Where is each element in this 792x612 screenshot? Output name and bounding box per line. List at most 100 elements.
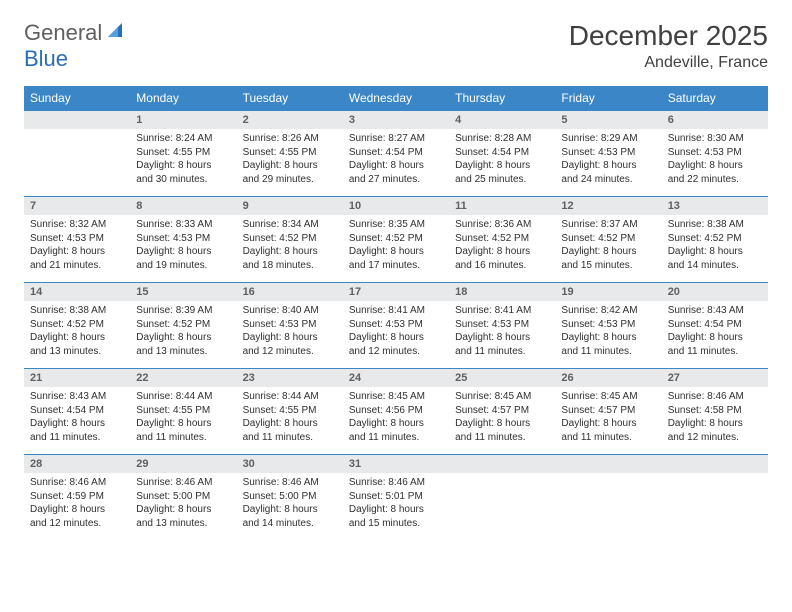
day-number: 6 (662, 111, 768, 129)
day-details: Sunrise: 8:40 AMSunset: 4:53 PMDaylight:… (237, 301, 343, 364)
weekday-header: Thursday (449, 86, 555, 111)
day-details: Sunrise: 8:45 AMSunset: 4:57 PMDaylight:… (555, 387, 661, 450)
logo-text-general: General (24, 20, 102, 46)
day-number: 19 (555, 283, 661, 301)
day-number: 11 (449, 197, 555, 215)
day-details: Sunrise: 8:44 AMSunset: 4:55 PMDaylight:… (237, 387, 343, 450)
day-details: Sunrise: 8:34 AMSunset: 4:52 PMDaylight:… (237, 215, 343, 278)
day-number (662, 455, 768, 473)
day-number: 15 (130, 283, 236, 301)
calendar-cell: 24Sunrise: 8:45 AMSunset: 4:56 PMDayligh… (343, 369, 449, 455)
calendar-cell: 20Sunrise: 8:43 AMSunset: 4:54 PMDayligh… (662, 283, 768, 369)
calendar-cell: 14Sunrise: 8:38 AMSunset: 4:52 PMDayligh… (24, 283, 130, 369)
calendar-cell: 13Sunrise: 8:38 AMSunset: 4:52 PMDayligh… (662, 197, 768, 283)
day-number: 12 (555, 197, 661, 215)
day-number: 9 (237, 197, 343, 215)
weekday-header: Monday (130, 86, 236, 111)
day-number: 21 (24, 369, 130, 387)
calendar-cell (24, 111, 130, 197)
weekday-header: Sunday (24, 86, 130, 111)
calendar-cell: 30Sunrise: 8:46 AMSunset: 5:00 PMDayligh… (237, 455, 343, 541)
day-number: 25 (449, 369, 555, 387)
calendar-cell: 12Sunrise: 8:37 AMSunset: 4:52 PMDayligh… (555, 197, 661, 283)
day-details: Sunrise: 8:41 AMSunset: 4:53 PMDaylight:… (343, 301, 449, 364)
day-details: Sunrise: 8:30 AMSunset: 4:53 PMDaylight:… (662, 129, 768, 192)
calendar-body: 1Sunrise: 8:24 AMSunset: 4:55 PMDaylight… (24, 111, 768, 541)
day-details: Sunrise: 8:46 AMSunset: 5:00 PMDaylight:… (237, 473, 343, 536)
month-title: December 2025 (569, 20, 768, 52)
logo-text-blue: Blue (24, 46, 68, 72)
calendar-row: 21Sunrise: 8:43 AMSunset: 4:54 PMDayligh… (24, 369, 768, 455)
day-number: 20 (662, 283, 768, 301)
logo: General (24, 20, 128, 46)
day-number: 27 (662, 369, 768, 387)
day-details: Sunrise: 8:43 AMSunset: 4:54 PMDaylight:… (662, 301, 768, 364)
location: Andeville, France (569, 54, 768, 72)
day-details: Sunrise: 8:33 AMSunset: 4:53 PMDaylight:… (130, 215, 236, 278)
calendar-row: 1Sunrise: 8:24 AMSunset: 4:55 PMDaylight… (24, 111, 768, 197)
calendar-cell: 4Sunrise: 8:28 AMSunset: 4:54 PMDaylight… (449, 111, 555, 197)
day-number: 22 (130, 369, 236, 387)
day-number: 5 (555, 111, 661, 129)
calendar-cell: 8Sunrise: 8:33 AMSunset: 4:53 PMDaylight… (130, 197, 236, 283)
day-number: 31 (343, 455, 449, 473)
day-number (449, 455, 555, 473)
calendar-cell (662, 455, 768, 541)
calendar-cell: 28Sunrise: 8:46 AMSunset: 4:59 PMDayligh… (24, 455, 130, 541)
calendar-cell: 11Sunrise: 8:36 AMSunset: 4:52 PMDayligh… (449, 197, 555, 283)
day-number: 17 (343, 283, 449, 301)
calendar-cell: 10Sunrise: 8:35 AMSunset: 4:52 PMDayligh… (343, 197, 449, 283)
calendar-table: SundayMondayTuesdayWednesdayThursdayFrid… (24, 86, 768, 541)
calendar-cell: 3Sunrise: 8:27 AMSunset: 4:54 PMDaylight… (343, 111, 449, 197)
day-details: Sunrise: 8:46 AMSunset: 5:01 PMDaylight:… (343, 473, 449, 536)
weekday-header: Friday (555, 86, 661, 111)
day-details: Sunrise: 8:44 AMSunset: 4:55 PMDaylight:… (130, 387, 236, 450)
calendar-cell: 27Sunrise: 8:46 AMSunset: 4:58 PMDayligh… (662, 369, 768, 455)
calendar-cell (555, 455, 661, 541)
day-details: Sunrise: 8:42 AMSunset: 4:53 PMDaylight:… (555, 301, 661, 364)
calendar-cell: 2Sunrise: 8:26 AMSunset: 4:55 PMDaylight… (237, 111, 343, 197)
calendar-cell: 17Sunrise: 8:41 AMSunset: 4:53 PMDayligh… (343, 283, 449, 369)
day-number: 26 (555, 369, 661, 387)
day-number: 24 (343, 369, 449, 387)
calendar-cell: 18Sunrise: 8:41 AMSunset: 4:53 PMDayligh… (449, 283, 555, 369)
day-number: 2 (237, 111, 343, 129)
day-number: 10 (343, 197, 449, 215)
calendar-cell: 25Sunrise: 8:45 AMSunset: 4:57 PMDayligh… (449, 369, 555, 455)
day-details: Sunrise: 8:26 AMSunset: 4:55 PMDaylight:… (237, 129, 343, 192)
day-number: 1 (130, 111, 236, 129)
day-number: 3 (343, 111, 449, 129)
calendar-cell: 16Sunrise: 8:40 AMSunset: 4:53 PMDayligh… (237, 283, 343, 369)
day-number: 29 (130, 455, 236, 473)
day-details: Sunrise: 8:45 AMSunset: 4:57 PMDaylight:… (449, 387, 555, 450)
weekday-header: Tuesday (237, 86, 343, 111)
calendar-cell: 26Sunrise: 8:45 AMSunset: 4:57 PMDayligh… (555, 369, 661, 455)
weekday-header: Wednesday (343, 86, 449, 111)
day-details: Sunrise: 8:38 AMSunset: 4:52 PMDaylight:… (24, 301, 130, 364)
calendar-row: 7Sunrise: 8:32 AMSunset: 4:53 PMDaylight… (24, 197, 768, 283)
day-details: Sunrise: 8:32 AMSunset: 4:53 PMDaylight:… (24, 215, 130, 278)
weekday-header: Saturday (662, 86, 768, 111)
calendar-cell (449, 455, 555, 541)
day-number (555, 455, 661, 473)
day-details: Sunrise: 8:37 AMSunset: 4:52 PMDaylight:… (555, 215, 661, 278)
day-details: Sunrise: 8:35 AMSunset: 4:52 PMDaylight:… (343, 215, 449, 278)
day-details: Sunrise: 8:38 AMSunset: 4:52 PMDaylight:… (662, 215, 768, 278)
day-details: Sunrise: 8:46 AMSunset: 4:59 PMDaylight:… (24, 473, 130, 536)
calendar-cell: 29Sunrise: 8:46 AMSunset: 5:00 PMDayligh… (130, 455, 236, 541)
calendar-cell: 22Sunrise: 8:44 AMSunset: 4:55 PMDayligh… (130, 369, 236, 455)
calendar-cell: 1Sunrise: 8:24 AMSunset: 4:55 PMDaylight… (130, 111, 236, 197)
day-details: Sunrise: 8:46 AMSunset: 4:58 PMDaylight:… (662, 387, 768, 450)
calendar-cell: 9Sunrise: 8:34 AMSunset: 4:52 PMDaylight… (237, 197, 343, 283)
calendar-cell: 19Sunrise: 8:42 AMSunset: 4:53 PMDayligh… (555, 283, 661, 369)
calendar-row: 28Sunrise: 8:46 AMSunset: 4:59 PMDayligh… (24, 455, 768, 541)
logo-sail-icon (106, 21, 126, 46)
day-details: Sunrise: 8:39 AMSunset: 4:52 PMDaylight:… (130, 301, 236, 364)
calendar-cell: 7Sunrise: 8:32 AMSunset: 4:53 PMDaylight… (24, 197, 130, 283)
calendar-cell: 21Sunrise: 8:43 AMSunset: 4:54 PMDayligh… (24, 369, 130, 455)
day-details: Sunrise: 8:28 AMSunset: 4:54 PMDaylight:… (449, 129, 555, 192)
day-number: 4 (449, 111, 555, 129)
calendar-row: 14Sunrise: 8:38 AMSunset: 4:52 PMDayligh… (24, 283, 768, 369)
day-number: 30 (237, 455, 343, 473)
day-number: 14 (24, 283, 130, 301)
